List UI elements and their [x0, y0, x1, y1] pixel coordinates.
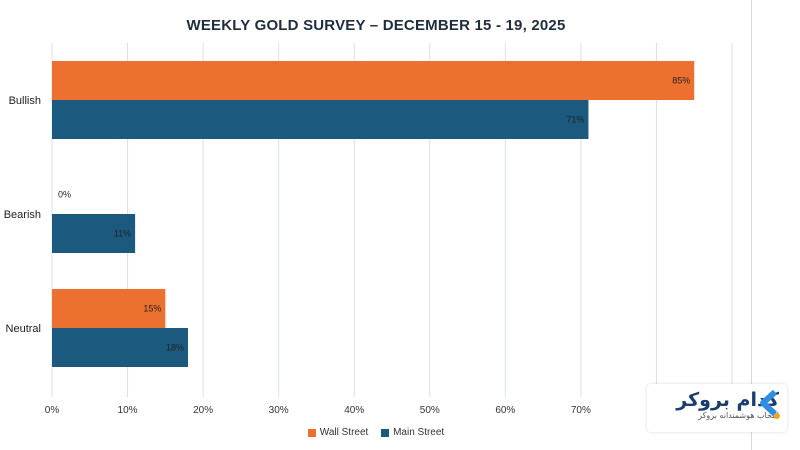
- x-tick-label: 50%: [420, 405, 440, 416]
- bars: [52, 61, 694, 367]
- x-tick-label: 60%: [495, 405, 515, 416]
- legend: Wall Street Main Street: [0, 427, 752, 440]
- broker-logo-icon: [759, 390, 783, 420]
- bar-chart: 0% 10% 20% 30% 40% 50% 60% 70% Bullish 85% 71% Bear…: [0, 0, 752, 450]
- data-label-main-street: 18%: [166, 343, 184, 353]
- x-tick-label: 10%: [118, 405, 138, 416]
- data-label-main-street: 71%: [566, 115, 584, 125]
- legend-swatch-main-street: [381, 429, 389, 437]
- x-tick-label: 40%: [344, 405, 364, 416]
- x-tick-label: 20%: [193, 405, 213, 416]
- legend-label-main-street: Main Street: [393, 427, 444, 438]
- x-tick-label: 70%: [571, 405, 591, 416]
- legend-item-wall-street: Wall Street: [308, 427, 369, 438]
- category-label: Bullish: [9, 95, 41, 107]
- category-label: Bearish: [4, 209, 41, 221]
- legend-item-main-street: Main Street: [381, 427, 444, 438]
- watermark-logo: کدام بروکر انتخاب هوشمندانه بروکر: [647, 384, 787, 432]
- data-label-wall-street: 15%: [143, 304, 161, 314]
- data-label-wall-street: 0%: [58, 190, 71, 200]
- bar-main-street: [52, 100, 588, 139]
- data-label-main-street: 11%: [114, 229, 131, 239]
- category-label: Neutral: [6, 323, 41, 335]
- bar-wall-street: [52, 61, 694, 100]
- legend-label-wall-street: Wall Street: [320, 427, 369, 438]
- legend-swatch-wall-street: [308, 429, 316, 437]
- x-tick-label: 30%: [269, 405, 289, 416]
- data-label-wall-street: 85%: [672, 76, 690, 86]
- x-tick-label: 0%: [45, 405, 60, 416]
